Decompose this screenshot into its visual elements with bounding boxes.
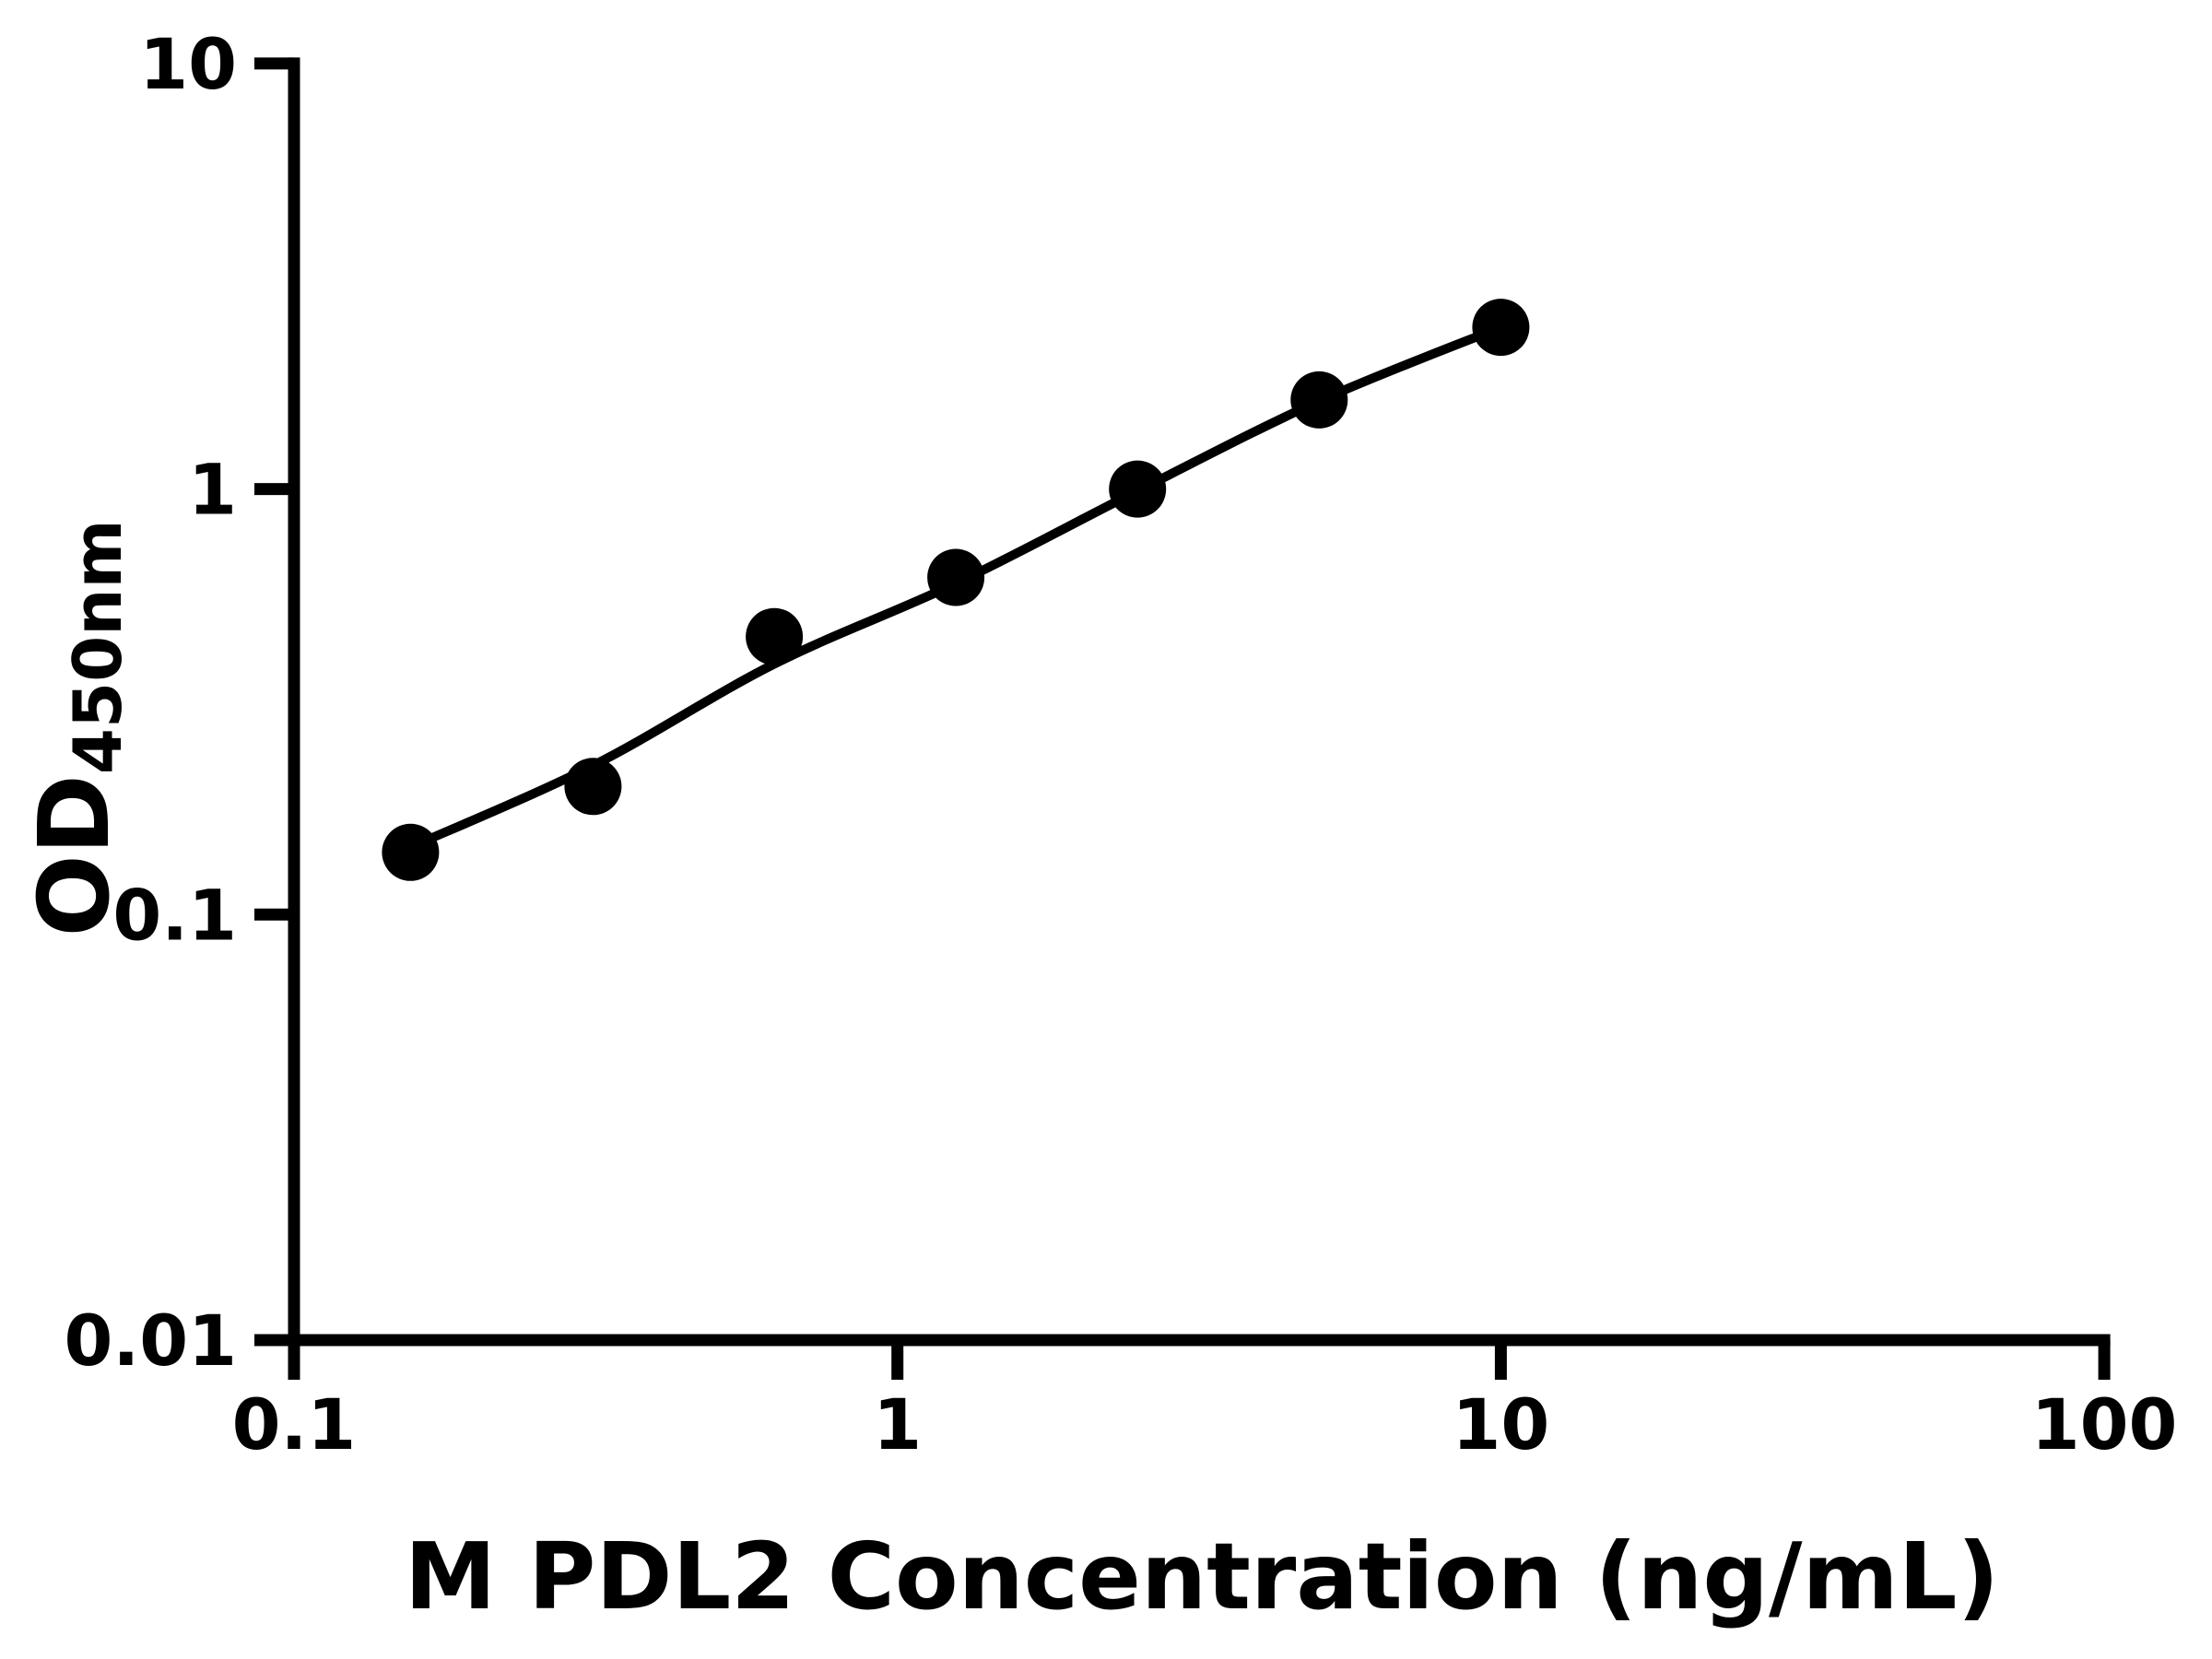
data-point [564, 758, 622, 816]
y-tick-label: 10 [139, 23, 237, 105]
y-axis-title-main: OD [18, 774, 131, 936]
data-point [1472, 299, 1530, 357]
x-tick-label: 0.1 [232, 1383, 357, 1465]
data-series [382, 299, 1530, 881]
data-point [1109, 460, 1167, 518]
data-point [1290, 371, 1348, 429]
axis-spine [288, 57, 2111, 1347]
data-point [927, 548, 985, 606]
data-point [746, 607, 804, 665]
axes [288, 57, 2111, 1347]
y-axis-title: OD450nm [18, 520, 136, 937]
x-tick-label: 100 [2031, 1383, 2178, 1465]
data-point [382, 823, 440, 881]
x-tick-label: 10 [1453, 1383, 1550, 1465]
y-tick-label: 0.1 [112, 874, 237, 956]
x-tick-label: 1 [873, 1383, 922, 1465]
x-axis-title: M PDL2 Concentration (ng/mL) [405, 1523, 1999, 1630]
y-tick-label: 1 [188, 449, 237, 531]
y-tick-label: 0.01 [64, 1300, 237, 1382]
tick-marks [254, 57, 2111, 1380]
y-axis-title-sub: 450nm [59, 520, 136, 775]
